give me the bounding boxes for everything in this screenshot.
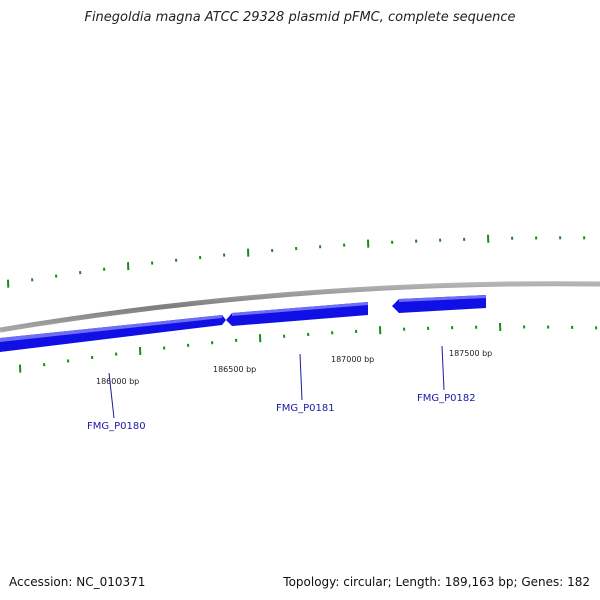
gene-highlight xyxy=(399,295,486,302)
label-line-fmg-p0182 xyxy=(441,345,445,391)
gene-highlight xyxy=(0,315,222,342)
scale-label-187000: 187000 bp xyxy=(331,355,374,364)
scale-label-187500: 187500 bp xyxy=(449,349,492,358)
tick-row-lower xyxy=(19,322,598,373)
accession-text: Accession: NC_010371 xyxy=(9,575,146,589)
gene-label-fmg-p0182[interactable]: FMG_P0182 xyxy=(417,393,476,404)
gene-arrow-fmg-p0180[interactable] xyxy=(0,315,226,352)
gene-arrow-fmg-p0181[interactable] xyxy=(226,302,368,326)
topology-summary: Topology: circular; Length: 189,163 bp; … xyxy=(283,575,590,589)
label-line-fmg-p0180 xyxy=(108,372,115,419)
gene-label-fmg-p0180[interactable]: FMG_P0180 xyxy=(87,421,146,432)
scale-label-186500: 186500 bp xyxy=(213,365,256,374)
scale-label-186000: 186000 bp xyxy=(96,377,139,386)
gene-arrow-fmg-p0182[interactable] xyxy=(392,295,486,313)
gene-body xyxy=(0,315,226,352)
gene-label-fmg-p0181[interactable]: FMG_P0181 xyxy=(276,403,335,414)
gene-body xyxy=(226,302,368,326)
tick-row-upper xyxy=(7,234,586,288)
plasmid-backbone xyxy=(0,281,600,333)
gene-highlight xyxy=(232,302,368,316)
label-line-fmg-p0181 xyxy=(299,353,303,401)
map-title: Finegoldia magna ATCC 29328 plasmid pFMC… xyxy=(84,10,516,25)
